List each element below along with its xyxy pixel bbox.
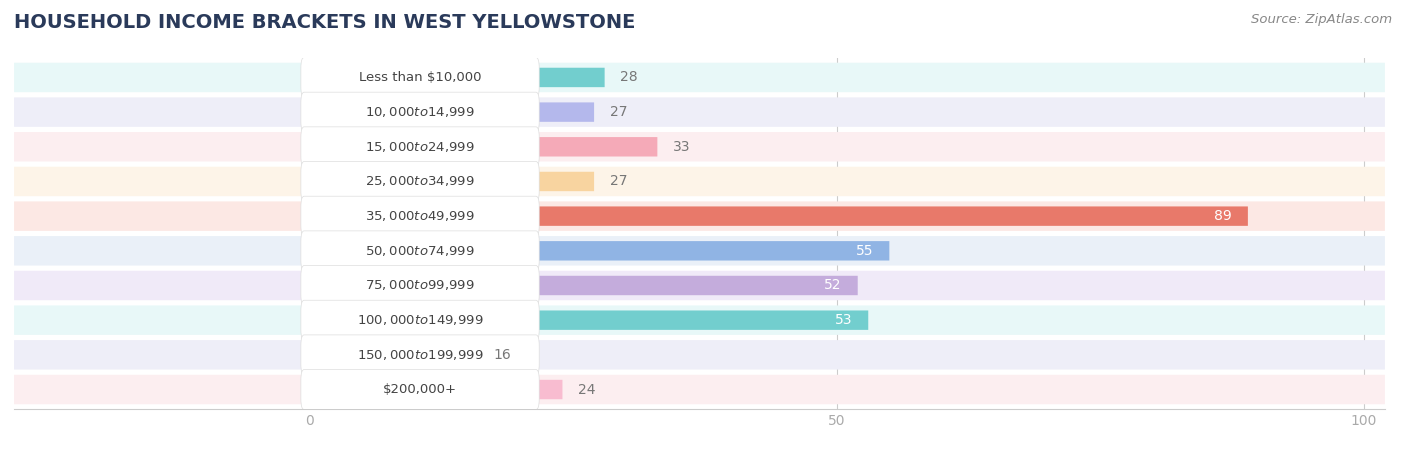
FancyBboxPatch shape (301, 300, 540, 340)
FancyBboxPatch shape (301, 127, 540, 167)
FancyBboxPatch shape (14, 202, 1385, 231)
Text: $35,000 to $49,999: $35,000 to $49,999 (366, 209, 475, 223)
Text: 16: 16 (494, 348, 512, 362)
FancyBboxPatch shape (309, 68, 605, 87)
Text: 24: 24 (578, 383, 596, 396)
Text: HOUSEHOLD INCOME BRACKETS IN WEST YELLOWSTONE: HOUSEHOLD INCOME BRACKETS IN WEST YELLOW… (14, 13, 636, 32)
Text: 28: 28 (620, 70, 638, 84)
Text: $50,000 to $74,999: $50,000 to $74,999 (366, 244, 475, 258)
FancyBboxPatch shape (301, 370, 540, 409)
FancyBboxPatch shape (309, 276, 858, 295)
Text: 27: 27 (610, 105, 627, 119)
FancyBboxPatch shape (309, 102, 595, 122)
FancyBboxPatch shape (301, 231, 540, 271)
FancyBboxPatch shape (14, 305, 1385, 335)
Text: 52: 52 (824, 278, 842, 292)
Text: $200,000+: $200,000+ (382, 383, 457, 396)
FancyBboxPatch shape (14, 167, 1385, 196)
FancyBboxPatch shape (14, 97, 1385, 127)
FancyBboxPatch shape (301, 57, 540, 97)
FancyBboxPatch shape (14, 375, 1385, 404)
Text: $25,000 to $34,999: $25,000 to $34,999 (366, 175, 475, 189)
FancyBboxPatch shape (309, 310, 869, 330)
FancyBboxPatch shape (301, 196, 540, 236)
Text: $10,000 to $14,999: $10,000 to $14,999 (366, 105, 475, 119)
FancyBboxPatch shape (309, 345, 478, 365)
Text: 27: 27 (610, 175, 627, 189)
Text: 89: 89 (1215, 209, 1232, 223)
FancyBboxPatch shape (14, 63, 1385, 92)
FancyBboxPatch shape (309, 380, 562, 399)
Text: $100,000 to $149,999: $100,000 to $149,999 (357, 313, 484, 327)
Text: Less than $10,000: Less than $10,000 (359, 71, 481, 84)
FancyBboxPatch shape (14, 340, 1385, 370)
Text: 55: 55 (856, 244, 873, 258)
FancyBboxPatch shape (301, 162, 540, 202)
Text: $150,000 to $199,999: $150,000 to $199,999 (357, 348, 484, 362)
FancyBboxPatch shape (301, 335, 540, 375)
FancyBboxPatch shape (301, 265, 540, 305)
Text: $15,000 to $24,999: $15,000 to $24,999 (366, 140, 475, 154)
FancyBboxPatch shape (14, 236, 1385, 265)
Text: Source: ZipAtlas.com: Source: ZipAtlas.com (1251, 13, 1392, 26)
FancyBboxPatch shape (309, 207, 1249, 226)
Text: $75,000 to $99,999: $75,000 to $99,999 (366, 278, 475, 292)
FancyBboxPatch shape (309, 172, 595, 191)
FancyBboxPatch shape (309, 137, 658, 157)
Text: 53: 53 (835, 313, 852, 327)
FancyBboxPatch shape (14, 132, 1385, 162)
Text: 33: 33 (673, 140, 690, 154)
FancyBboxPatch shape (309, 241, 890, 260)
FancyBboxPatch shape (14, 271, 1385, 300)
FancyBboxPatch shape (301, 92, 540, 132)
